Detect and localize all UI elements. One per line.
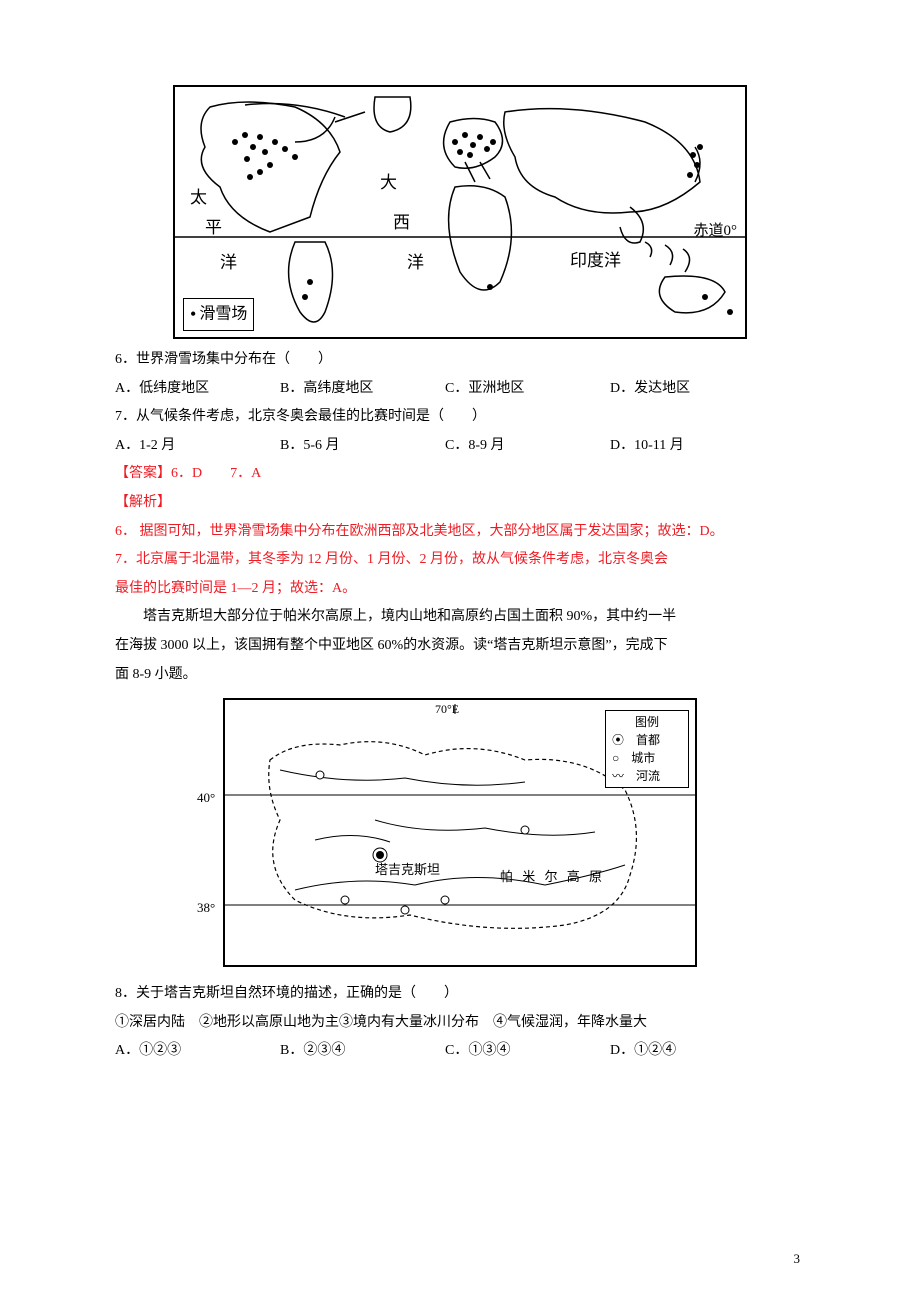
answer-6-7: 【答案】6．D 7．A (115, 461, 805, 488)
map2-lat38: 38° (197, 896, 215, 921)
atlantic-label-3: 洋 (407, 247, 424, 279)
map2-70e: 70°E (435, 698, 459, 721)
legend-title: 图例 (612, 713, 682, 731)
legend-dot: • (190, 304, 196, 324)
q8-subtext: ①深居内陆 ②地形以高原山地为主③境内有大量冰川分布 ④气候湿润，年降水量大 (115, 1010, 805, 1037)
map1-legend: • 滑雪场 (183, 298, 254, 331)
pacific-label-1: 太 (190, 182, 207, 214)
map2-country: 塔吉克斯坦 (375, 858, 440, 883)
q8-opt-b: B．②③④ (280, 1038, 445, 1065)
legend-capital-sym: ⦿ (612, 733, 624, 747)
map2-legend: 图例 ⦿ 首都 ○ 城市 〰 河流 (605, 710, 689, 788)
intro2-line3: 面 8-9 小题。 (115, 662, 805, 689)
legend-text: 滑雪场 (199, 306, 247, 323)
q7-text: 7．从气候条件考虑，北京冬奥会最佳的比赛时间是（ ） (115, 404, 805, 431)
pacific-label-3: 洋 (220, 247, 237, 279)
explain-6: 6． 据图可知，世界滑雪场集中分布在欧洲西部及北美地区，大部分地区属于发达国家；… (115, 519, 805, 546)
q7-options: A．1-2 月 B．5-6 月 C．8-9 月 D．10-11 月 (115, 433, 805, 460)
map2-plateau: 帕 米 尔 高 原 (500, 865, 605, 890)
atlantic-label-1: 大 (380, 167, 397, 199)
q7-opt-c: C．8-9 月 (445, 433, 610, 460)
q6-text: 6．世界滑雪场集中分布在（ ） (115, 347, 805, 374)
q8-opt-c: C．①③④ (445, 1038, 610, 1065)
legend-capital: 首都 (636, 733, 660, 747)
explain-7b: 最佳的比赛时间是 1—2 月；故选：A。 (115, 576, 805, 603)
pacific-label-2: 平 (205, 212, 222, 244)
q8-opt-d: D．①②④ (610, 1038, 676, 1065)
q8-text: 8．关于塔吉克斯坦自然环境的描述，正确的是（ ） (115, 981, 805, 1008)
q6-opt-d: D．发达地区 (610, 376, 690, 403)
legend-river-sym: 〰 (612, 769, 624, 783)
intro2-line2: 在海拔 3000 以上，该国拥有整个中亚地区 60%的水资源。读“塔吉克斯坦示意… (115, 633, 805, 660)
legend-city-sym: ○ (612, 751, 619, 765)
q6-options: A．低纬度地区 B．高纬度地区 C．亚洲地区 D．发达地区 (115, 376, 805, 403)
map2-lat40: 40° (197, 786, 215, 811)
explain-7a: 7．北京属于北温带，其冬季为 12 月份、1 月份、2 月份，故从气候条件考虑，… (115, 547, 805, 574)
legend-river: 河流 (636, 769, 660, 783)
atlantic-label-2: 西 (393, 207, 410, 239)
q6-opt-c: C．亚洲地区 (445, 376, 610, 403)
q6-opt-a: A．低纬度地区 (115, 376, 280, 403)
q6-opt-b: B．高纬度地区 (280, 376, 445, 403)
q7-opt-d: D．10-11 月 (610, 433, 684, 460)
q7-opt-b: B．5-6 月 (280, 433, 445, 460)
world-ski-map: 太 平 洋 大 西 洋 印度洋 赤道0° • 滑雪场 (173, 85, 747, 339)
world-map-svg (175, 87, 745, 337)
indian-label: 印度洋 (570, 245, 621, 277)
equator-label: 赤道0° (694, 217, 738, 246)
q7-opt-a: A．1-2 月 (115, 433, 280, 460)
q8-options: A．①②③ B．②③④ C．①③④ D．①②④ (115, 1038, 805, 1065)
tajikistan-map: 70°E 40° 38° 塔吉克斯坦 帕 米 尔 高 原 图例 ⦿ 首都 ○ 城… (223, 698, 697, 967)
intro2-line1: 塔吉克斯坦大部分位于帕米尔高原上，境内山地和高原约占国土面积 90%，其中约一半 (115, 604, 805, 631)
legend-city: 城市 (631, 751, 655, 765)
page-number: 3 (794, 1247, 801, 1272)
explain-label: 【解析】 (115, 490, 805, 517)
q8-opt-a: A．①②③ (115, 1038, 280, 1065)
